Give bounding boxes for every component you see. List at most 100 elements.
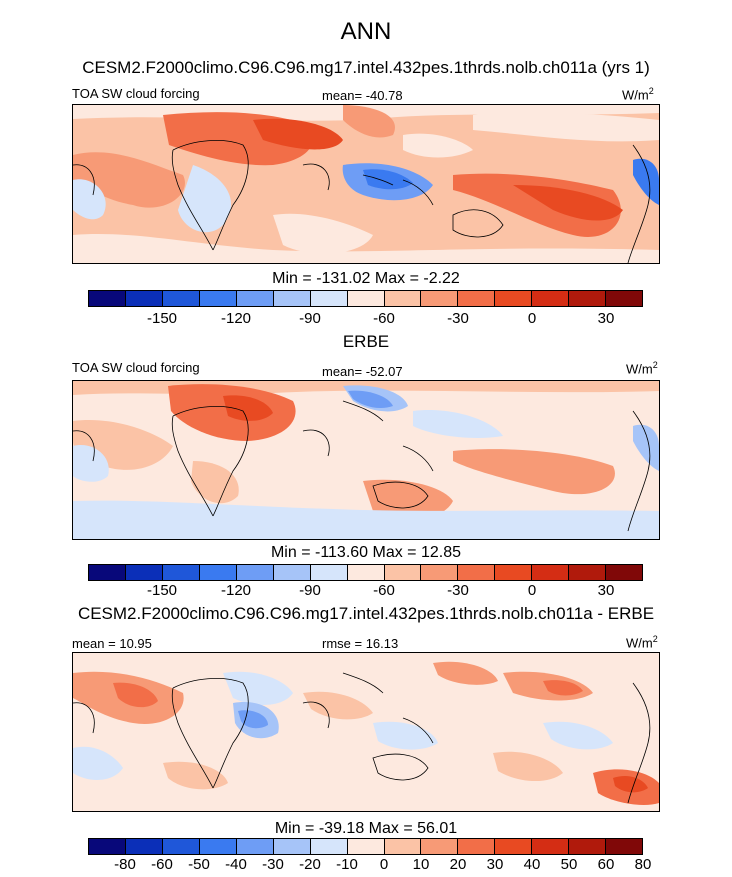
panel1-variable: TOA SW cloud forcing: [72, 86, 200, 101]
colorbar-box: [458, 839, 496, 854]
panel3-units-sup: 2: [652, 634, 658, 644]
colorbar-box: [569, 565, 607, 580]
colorbar-box: [273, 565, 311, 580]
panel1-colorbar: [88, 290, 643, 307]
colorbar-tick: 40: [523, 856, 541, 873]
panel3-units-main: W/m: [626, 635, 653, 651]
panel1-map: [72, 104, 660, 264]
colorbar-tick: 0: [527, 582, 537, 599]
colorbar-box: [495, 565, 533, 580]
colorbar-box: [347, 839, 385, 854]
panel1-units-main: W/m: [622, 87, 649, 103]
colorbar-box: [125, 565, 163, 580]
colorbar-box: [162, 839, 200, 854]
colorbar-tick: -30: [447, 310, 469, 327]
colorbar-box: [162, 291, 200, 306]
colorbar-box: [273, 839, 311, 854]
colorbar-box: [421, 839, 459, 854]
panel1-units-sup: 2: [648, 86, 654, 96]
panel2-title: ERBE: [342, 332, 390, 351]
panel2-variable: TOA SW cloud forcing: [72, 360, 200, 375]
colorbar-tick: -90: [299, 310, 321, 327]
colorbar-tick: -150: [146, 582, 178, 599]
colorbar-tick: -120: [220, 310, 252, 327]
colorbar-box: [89, 291, 126, 306]
colorbar-tick: 0: [527, 310, 537, 327]
colorbar-tick: -150: [146, 310, 178, 327]
colorbar-tick: -60: [151, 856, 173, 873]
colorbar-box: [458, 291, 496, 306]
colorbar-box: [89, 839, 126, 854]
panel3-rmse: rmse = 16.13: [322, 636, 399, 651]
panel2-units: W/m2: [626, 360, 658, 376]
colorbar-box: [236, 565, 274, 580]
figure-title: ANN: [340, 18, 392, 45]
colorbar-box: [162, 565, 200, 580]
colorbar-tick: 0: [379, 856, 389, 873]
colorbar-tick: 50: [560, 856, 578, 873]
colorbar-box: [606, 291, 643, 306]
colorbar-box: [310, 839, 348, 854]
colorbar-box: [199, 565, 237, 580]
colorbar-box: [606, 565, 643, 580]
colorbar-tick: -10: [336, 856, 358, 873]
panel3-colorbar: [88, 838, 643, 855]
colorbar-box: [310, 291, 348, 306]
colorbar-tick: 60: [597, 856, 615, 873]
colorbar-tick: -90: [299, 582, 321, 599]
colorbar-box: [421, 291, 459, 306]
colorbar-tick: 30: [486, 856, 504, 873]
colorbar-tick: -120: [220, 582, 252, 599]
colorbar-box: [384, 291, 422, 306]
colorbar-box: [569, 839, 607, 854]
colorbar-tick: -60: [373, 310, 395, 327]
colorbar-box: [347, 565, 385, 580]
colorbar-box: [89, 565, 126, 580]
colorbar-box: [125, 291, 163, 306]
colorbar-box: [421, 565, 459, 580]
colorbar-tick: -20: [299, 856, 321, 873]
panel2-minmax: Min = -113.60 Max = 12.85: [270, 544, 462, 561]
colorbar-box: [310, 565, 348, 580]
colorbar-box: [347, 291, 385, 306]
colorbar-box: [532, 291, 570, 306]
colorbar-tick: -30: [447, 582, 469, 599]
colorbar-box: [384, 839, 422, 854]
colorbar-box: [199, 839, 237, 854]
colorbar-tick: 20: [449, 856, 467, 873]
panel3-map: [72, 652, 660, 812]
colorbar-box: [495, 839, 533, 854]
panel1-title: CESM2.F2000climo.C96.C96.mg17.intel.432p…: [82, 58, 650, 77]
colorbar-box: [273, 291, 311, 306]
panel3-units: W/m2: [626, 634, 658, 650]
panel3-title: CESM2.F2000climo.C96.C96.mg17.intel.432p…: [77, 604, 655, 623]
colorbar-box: [236, 291, 274, 306]
colorbar-box: [384, 565, 422, 580]
panel1-units: W/m2: [622, 86, 654, 102]
panel2-map: [72, 380, 660, 540]
panel1-minmax: Min = -131.02 Max = -2.22: [272, 270, 460, 287]
colorbar-box: [532, 839, 570, 854]
colorbar-tick: -50: [188, 856, 210, 873]
colorbar-box: [606, 839, 643, 854]
colorbar-tick: 30: [597, 310, 615, 327]
colorbar-tick: -60: [373, 582, 395, 599]
colorbar-tick: 80: [634, 856, 652, 873]
panel2-units-main: W/m: [626, 361, 653, 377]
colorbar-tick: -30: [262, 856, 284, 873]
panel2-mean: mean= -52.07: [322, 364, 403, 379]
panel2-units-sup: 2: [652, 360, 658, 370]
colorbar-tick: -40: [225, 856, 247, 873]
colorbar-box: [125, 839, 163, 854]
colorbar-box: [569, 291, 607, 306]
colorbar-tick: 30: [597, 582, 615, 599]
colorbar-tick: -80: [114, 856, 136, 873]
colorbar-box: [236, 839, 274, 854]
colorbar-box: [495, 291, 533, 306]
panel2-colorbar: [88, 564, 643, 581]
colorbar-box: [199, 291, 237, 306]
colorbar-box: [458, 565, 496, 580]
colorbar-box: [532, 565, 570, 580]
panel1-mean: mean= -40.78: [322, 88, 403, 103]
panel3-mean: mean = 10.95: [72, 636, 152, 651]
